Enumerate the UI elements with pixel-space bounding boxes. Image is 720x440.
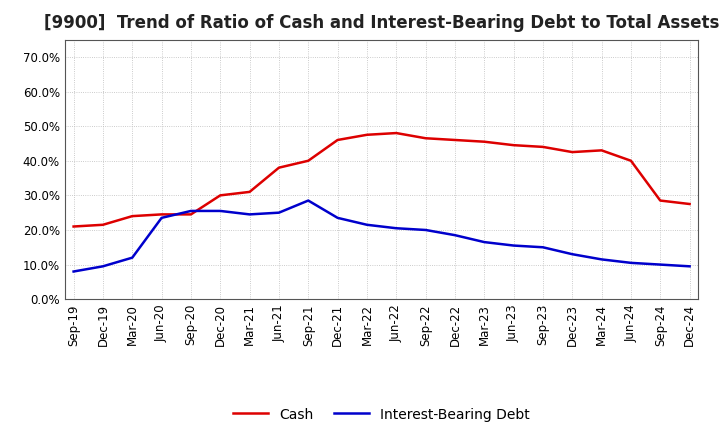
Interest-Bearing Debt <box>186 208 195 213</box>
Cash <box>392 130 400 136</box>
Cash <box>598 148 606 153</box>
Cash <box>69 224 78 229</box>
Cash <box>246 189 254 194</box>
Interest-Bearing Debt <box>216 208 225 213</box>
Cash <box>509 143 518 148</box>
Title: [9900]  Trend of Ratio of Cash and Interest-Bearing Debt to Total Assets: [9900] Trend of Ratio of Cash and Intere… <box>44 15 719 33</box>
Cash <box>685 202 694 207</box>
Interest-Bearing Debt <box>421 227 430 233</box>
Cash <box>656 198 665 203</box>
Cash <box>539 144 547 150</box>
Interest-Bearing Debt <box>451 232 459 238</box>
Cash <box>99 222 107 227</box>
Cash <box>333 137 342 143</box>
Cash <box>128 213 137 219</box>
Interest-Bearing Debt <box>99 264 107 269</box>
Cash <box>568 150 577 155</box>
Interest-Bearing Debt <box>392 226 400 231</box>
Cash <box>274 165 283 170</box>
Line: Interest-Bearing Debt: Interest-Bearing Debt <box>73 201 690 271</box>
Interest-Bearing Debt <box>480 239 489 245</box>
Cash <box>157 212 166 217</box>
Interest-Bearing Debt <box>539 245 547 250</box>
Interest-Bearing Debt <box>568 252 577 257</box>
Cash <box>626 158 635 163</box>
Interest-Bearing Debt <box>274 210 283 215</box>
Interest-Bearing Debt <box>656 262 665 267</box>
Interest-Bearing Debt <box>685 264 694 269</box>
Cash <box>363 132 372 137</box>
Interest-Bearing Debt <box>246 212 254 217</box>
Interest-Bearing Debt <box>157 215 166 220</box>
Cash <box>421 136 430 141</box>
Interest-Bearing Debt <box>363 222 372 227</box>
Interest-Bearing Debt <box>333 215 342 220</box>
Legend: Cash, Interest-Bearing Debt: Cash, Interest-Bearing Debt <box>228 402 536 427</box>
Cash <box>186 212 195 217</box>
Interest-Bearing Debt <box>509 243 518 248</box>
Interest-Bearing Debt <box>598 257 606 262</box>
Cash <box>304 158 312 163</box>
Cash <box>480 139 489 144</box>
Interest-Bearing Debt <box>626 260 635 265</box>
Line: Cash: Cash <box>73 133 690 227</box>
Interest-Bearing Debt <box>128 255 137 260</box>
Interest-Bearing Debt <box>304 198 312 203</box>
Interest-Bearing Debt <box>69 269 78 274</box>
Cash <box>216 193 225 198</box>
Cash <box>451 137 459 143</box>
